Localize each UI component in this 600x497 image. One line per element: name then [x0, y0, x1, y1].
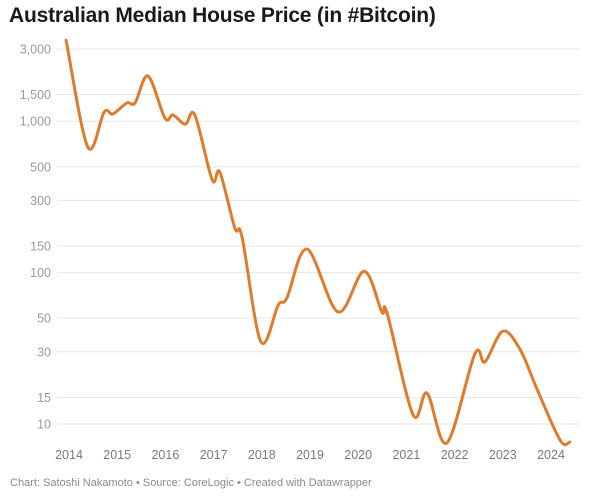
y-tick-label: 1,500	[20, 88, 51, 102]
y-tick-label: 100	[30, 266, 51, 280]
data-point	[277, 304, 280, 307]
x-tick-label: 2017	[200, 448, 228, 462]
data-point	[380, 310, 383, 313]
data-points	[65, 39, 572, 445]
data-point	[103, 111, 106, 114]
y-tick-label: 10	[37, 418, 51, 432]
data-point	[426, 392, 429, 395]
data-point	[559, 439, 562, 442]
x-axis-labels: 2014 2015 2016 2017 2018 2019 2020 2021 2022 2023…	[55, 448, 565, 462]
data-point	[184, 123, 187, 126]
x-tick-label: 2020	[344, 448, 372, 462]
y-tick-label: 150	[30, 239, 51, 253]
x-tick-label: 2023	[489, 448, 517, 462]
data-point	[86, 146, 89, 149]
data-point	[536, 388, 539, 391]
x-tick-label: 2014	[55, 448, 83, 462]
data-point	[193, 113, 196, 116]
data-point	[362, 270, 365, 273]
x-tick-label: 2016	[151, 448, 179, 462]
data-point	[111, 113, 114, 116]
y-tick-label: 300	[30, 194, 51, 208]
y-tick-label: 500	[30, 160, 51, 174]
data-point	[65, 39, 68, 42]
data-point	[306, 248, 309, 251]
data-point	[483, 360, 486, 363]
x-tick-label: 2021	[392, 448, 420, 462]
x-tick-label: 2015	[103, 448, 131, 462]
chart-footer: Chart: Satoshi Nakamoto • Source: CoreLo…	[10, 477, 372, 489]
y-tick-label: 15	[37, 391, 51, 405]
data-point	[445, 441, 448, 444]
x-tick-label: 2018	[248, 448, 276, 462]
x-tick-label: 2024	[537, 448, 565, 462]
data-point	[519, 348, 522, 351]
price-line	[64, 38, 572, 447]
data-point	[473, 352, 476, 355]
x-tick-label: 2022	[441, 448, 469, 462]
data-point	[412, 413, 415, 416]
data-point	[233, 227, 236, 230]
data-point	[336, 310, 339, 313]
data-point	[241, 235, 244, 238]
y-tick-label: 30	[37, 345, 51, 359]
data-point	[501, 330, 504, 333]
data-point	[163, 116, 166, 119]
data-point	[211, 178, 214, 181]
y-tick-label: 1,000	[20, 115, 51, 129]
data-point	[285, 296, 288, 299]
chart-title: Australian Median House Price (in #Bitco…	[9, 4, 436, 27]
y-axis-labels: 3,000 1,500 1,000 500 300 150 100 50 30 15 10	[20, 42, 51, 431]
data-point	[125, 101, 128, 104]
data-point	[147, 74, 150, 77]
x-tick-label: 2019	[296, 448, 324, 462]
data-point	[568, 441, 571, 444]
y-tick-label: 3,000	[20, 42, 51, 56]
data-point	[134, 101, 137, 104]
data-point	[259, 340, 262, 343]
data-point	[218, 171, 221, 174]
gridlines	[57, 48, 580, 425]
data-point	[386, 312, 389, 315]
data-point	[172, 113, 175, 116]
y-tick-label: 50	[37, 312, 51, 326]
